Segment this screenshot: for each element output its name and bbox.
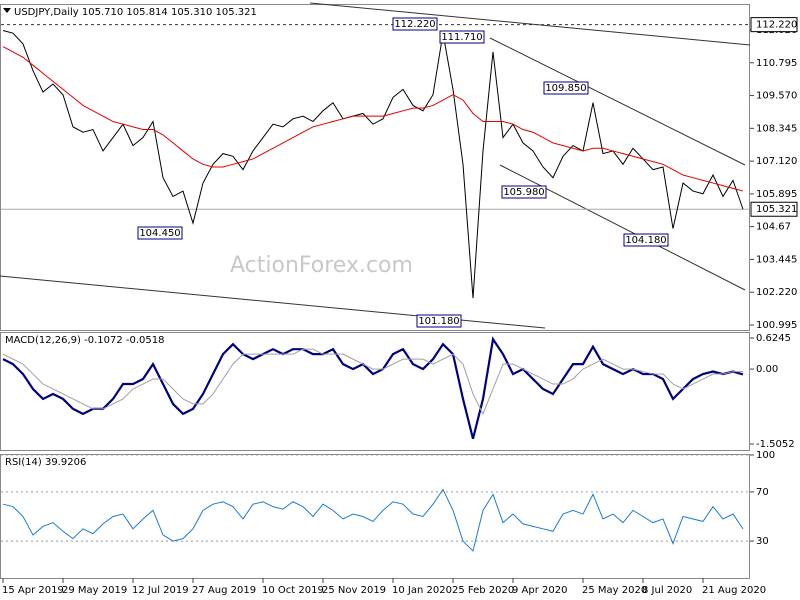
- series-line: [2, 46, 744, 192]
- channel-line: [489, 37, 746, 166]
- y-tick-label: 108.345: [756, 123, 797, 134]
- x-tick-label: 29 May 2019: [62, 585, 127, 596]
- x-tick-label: 25 Feb 2020: [452, 585, 514, 596]
- y-tick-label: 109.570: [756, 91, 797, 102]
- x-tick-label: 10 Jan 2020: [392, 585, 452, 596]
- y-tick-label: -1.5052: [756, 439, 795, 450]
- annotation-box: [543, 81, 589, 95]
- panel-title: RSI(14) 39.9206: [5, 457, 86, 468]
- y-tick-label: 100.995: [756, 320, 797, 331]
- x-tick-label: 15 Apr 2019: [2, 585, 64, 596]
- y-tick-label: 104.67: [756, 222, 791, 233]
- y-tick-label: 103.445: [756, 254, 797, 265]
- last-price-label: 105.321: [756, 204, 797, 215]
- macd-panel: [0, 332, 750, 451]
- annotation-box: [137, 226, 183, 240]
- annotation-label: 101.180: [418, 316, 459, 327]
- annotation-label: 105.980: [503, 187, 544, 198]
- y-tick-label: 70: [756, 487, 769, 498]
- panel-title: MACD(12,26,9) -0.1072 -0.0518: [5, 335, 165, 346]
- annotation-box: [392, 17, 438, 31]
- y-tick-label: 102.220: [756, 287, 797, 298]
- series-line: [2, 30, 744, 299]
- annotation-box: [439, 30, 485, 44]
- y-tick-label: 105.895: [756, 189, 797, 200]
- annotation-box: [501, 185, 547, 199]
- level-box: [750, 17, 798, 33]
- x-tick-label: 9 Apr 2020: [512, 585, 567, 596]
- level-label: 112.220: [756, 20, 797, 31]
- y-tick-label: 107.120: [756, 156, 797, 167]
- panel-title: USDJPY,Daily 105.710 105.814 105.310 105…: [14, 7, 257, 18]
- annotation-box: [623, 233, 669, 247]
- annotation-label: 104.450: [139, 228, 180, 239]
- series-line: [2, 336, 744, 440]
- watermark: ActionForex.com: [230, 253, 413, 278]
- trend-line: [309, 2, 751, 46]
- menu-arrow: [3, 8, 11, 13]
- y-tick-label: 30: [756, 536, 769, 547]
- y-tick-label: 0.00: [756, 364, 778, 375]
- annotation-label: 112.220: [394, 19, 435, 30]
- x-tick-label: 21 Aug 2020: [702, 585, 766, 596]
- price-panel: [0, 4, 750, 331]
- annotation-label: 104.180: [625, 235, 666, 246]
- x-tick-label: 12 Jul 2019: [132, 585, 189, 596]
- x-tick-label: 10 Oct 2019: [262, 585, 324, 596]
- x-tick-label: 27 Aug 2019: [192, 585, 256, 596]
- annotation-box: [416, 314, 462, 328]
- annotation-label: 111.710: [441, 32, 482, 43]
- rsi-panel: [0, 454, 750, 579]
- y-tick-label: 110.795: [756, 58, 797, 69]
- last-price-box: [750, 201, 798, 217]
- x-tick-label: 25 May 2020: [582, 585, 647, 596]
- y-tick-label: 0.6245: [756, 333, 791, 344]
- series-line: [2, 488, 744, 552]
- x-tick-label: 25 Nov 2019: [322, 585, 386, 596]
- series-line: [2, 348, 744, 416]
- trend-line: [0, 275, 546, 329]
- annotation-label: 109.850: [545, 83, 586, 94]
- y-tick-label: 100: [756, 450, 775, 461]
- x-tick-label: 8 Jul 2020: [642, 585, 692, 596]
